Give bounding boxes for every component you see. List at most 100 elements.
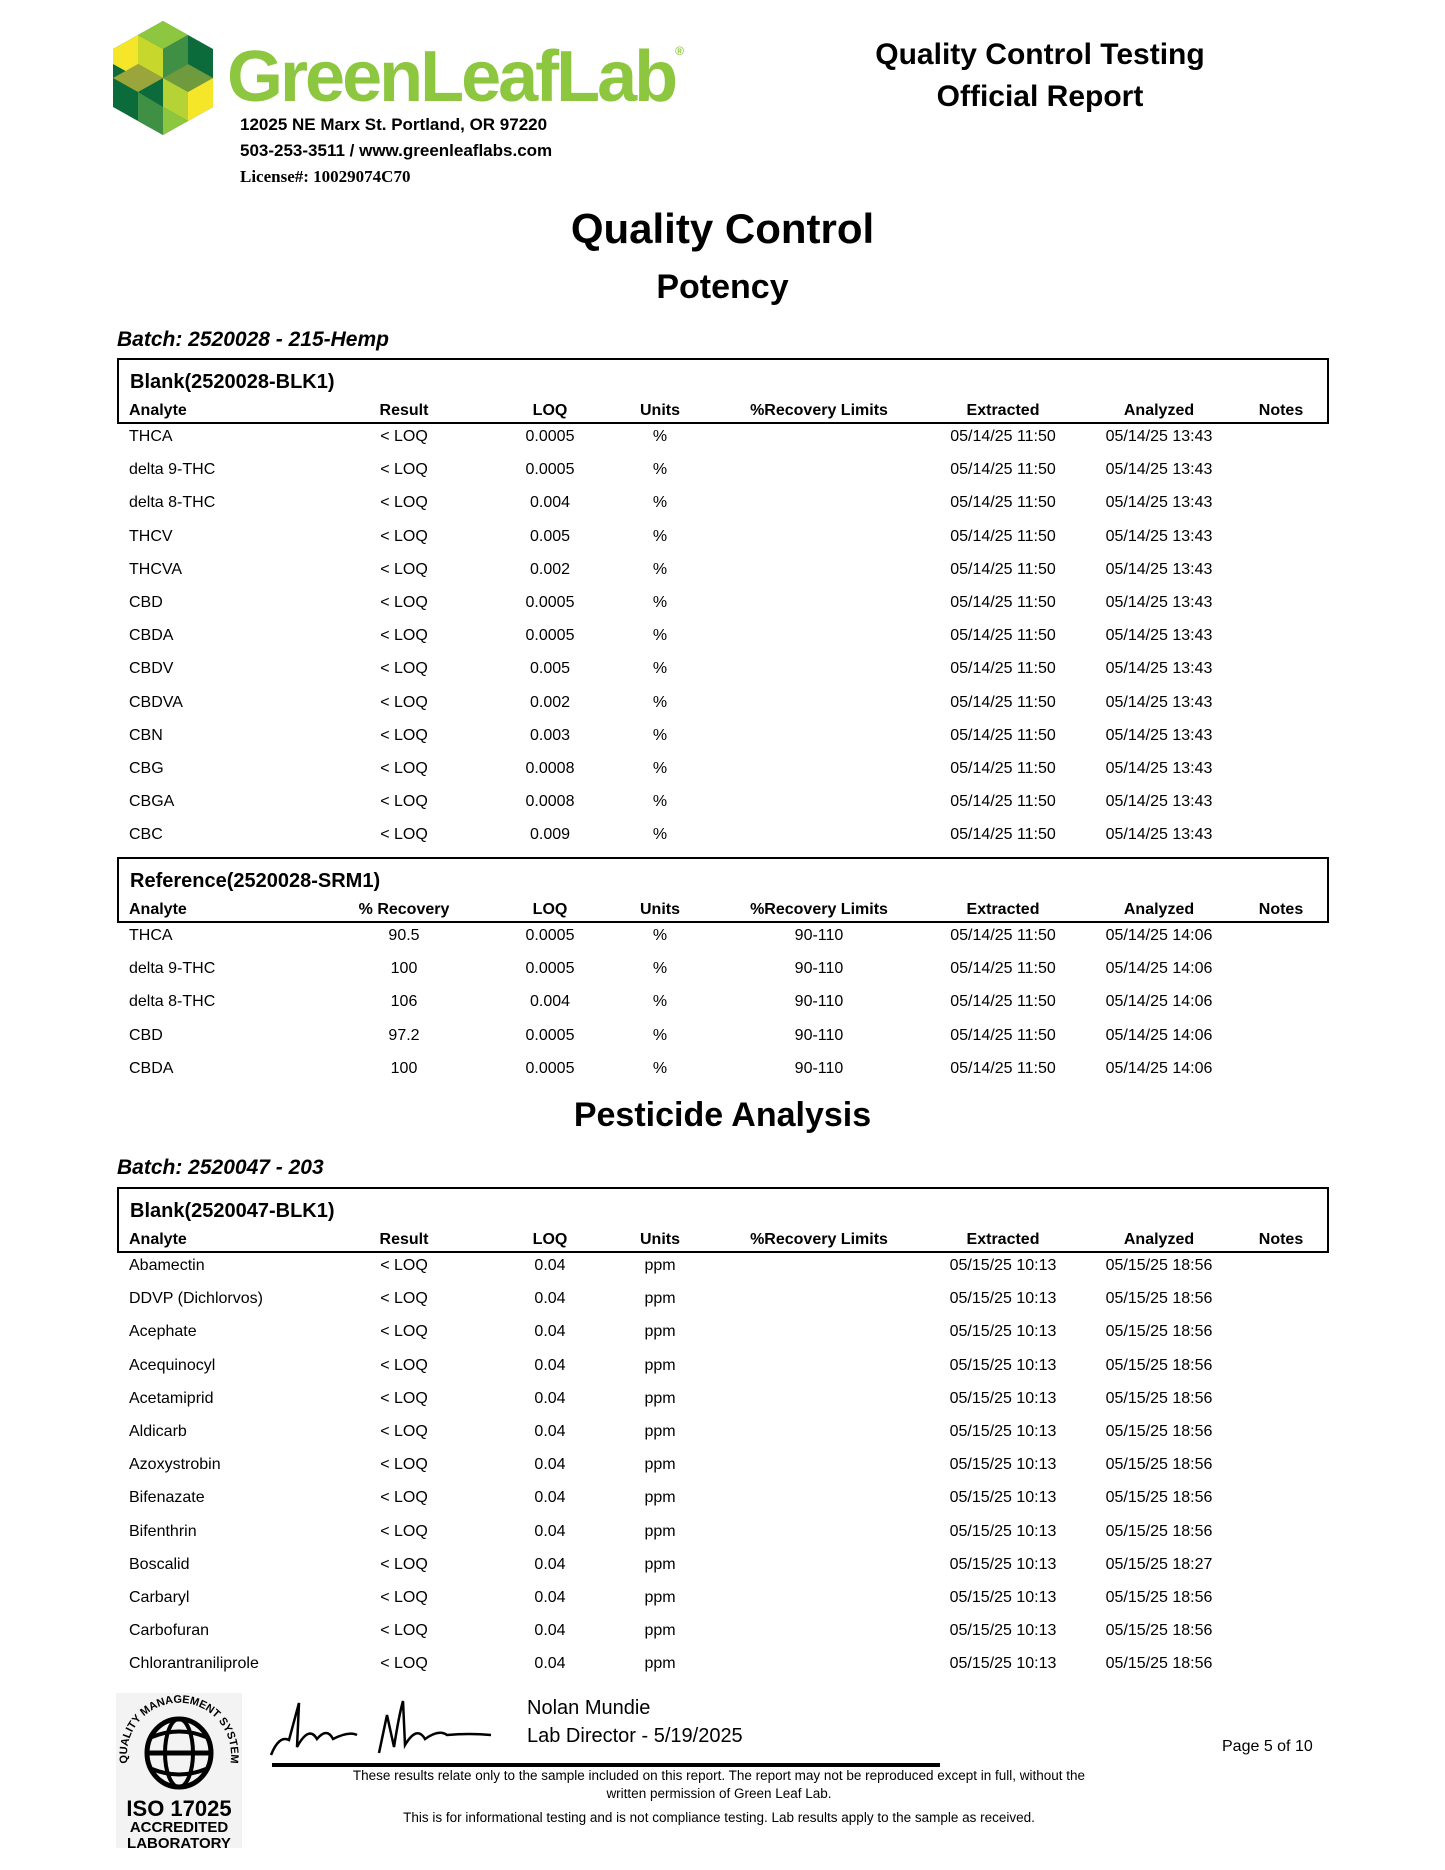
potency-blank-table-row: CBN < LOQ 0.003% 05/14/25 11:50 05/14/25 13:…: [117, 727, 1329, 747]
column-header: Units: [640, 402, 680, 419]
potency-reference-table-row: CBDA 100 0.0005% 90-110 05/14/25 11:50 05/14/…: [117, 1060, 1329, 1080]
table-cell: < LOQ: [380, 760, 428, 777]
table-cell: 0.04: [534, 1356, 566, 1374]
table-cell: 05/14/25 11:50: [950, 527, 1056, 545]
table-cell: %: [652, 960, 668, 978]
potency-heading: Potency: [656, 268, 789, 306]
table-cell: 0.04: [534, 1423, 566, 1440]
column-header: Analyte: [129, 1231, 187, 1248]
table-cell: < LOQ: [380, 527, 428, 545]
table-cell: 05/14/25 11:50: [950, 594, 1056, 611]
table-cell: ppm: [644, 1257, 676, 1274]
pesticide-blank-table-row: Bifenazate < LOQ 0.04 ppm 05/15/25 10:13 05/1…: [117, 1489, 1329, 1509]
table-cell: < LOQ: [380, 1389, 428, 1407]
table-cell: 05/14/25 11:50: [950, 793, 1056, 811]
table-cell: 05/14/25 11:50: [950, 428, 1056, 445]
table-cell: ppm: [644, 1356, 676, 1374]
table-cell: 97.2: [388, 1026, 420, 1044]
potency-reference-table-row: THCA 90.5 0.0005% 90-110 05/14/25 11:50 05/14…: [117, 927, 1329, 947]
signer-name: Nolan Mundie: [527, 1697, 651, 1719]
table-cell: 05/14/25 11:50: [950, 461, 1056, 479]
table-cell: 0.0005: [525, 627, 575, 645]
table-cell: 0.002: [529, 693, 571, 711]
table-cell: 05/15/25 10:13: [949, 1555, 1057, 1573]
table-cell: < LOQ: [380, 793, 428, 811]
lab-license: License#: 10029074C70: [240, 167, 411, 186]
table-cell: Abamectin: [129, 1257, 205, 1274]
column-header: LOQ: [532, 402, 568, 419]
lab-contact: 503-253-3511 / www.greenleaflabs.com: [240, 141, 553, 160]
table-cell: CBN: [129, 726, 163, 744]
column-header: Units: [640, 901, 680, 918]
potency-reference-table-title: Reference(2520028-SRM1): [130, 870, 381, 892]
table-cell: 05/15/25 10:13: [949, 1389, 1057, 1407]
table-cell: Bifenthrin: [129, 1522, 197, 1540]
potency-batch: Batch: 2520028 - 215-Hemp: [117, 328, 389, 351]
table-cell: 100: [390, 1059, 418, 1077]
column-header: Analyte: [129, 901, 187, 918]
table-cell: %: [652, 461, 668, 479]
table-cell: 05/15/25 10:13: [949, 1522, 1057, 1540]
potency-reference-header-rule: [117, 921, 1329, 923]
table-cell: %: [652, 594, 668, 611]
table-cell: < LOQ: [380, 726, 428, 744]
table-cell: 0.004: [529, 993, 571, 1011]
pesticide-batch: Batch: 2520047 - 203: [117, 1156, 324, 1179]
disclaimer-line2: written permission of Green Leaf Lab.: [606, 1786, 832, 1801]
pesticide-blank-table-row: Azoxystrobin < LOQ 0.04 ppm 05/15/25 10:13 05…: [117, 1456, 1329, 1476]
table-cell: 90-110: [794, 993, 844, 1011]
potency-blank-table-header: Analyte Result LOQ Units %Recovery Limits Ext…: [117, 402, 1329, 422]
table-cell: delta 8-THC: [129, 494, 216, 512]
pesticide-blank-table-row: Carbaryl < LOQ 0.04 ppm 05/15/25 10:13 05/15/…: [117, 1589, 1329, 1609]
table-cell: 05/14/25 14:06: [1105, 927, 1213, 944]
table-cell: delta 9-THC: [129, 461, 216, 479]
table-cell: 0.0008: [525, 793, 575, 811]
table-cell: CBG: [129, 760, 164, 777]
table-cell: 0.0005: [525, 428, 575, 445]
table-cell: 05/14/25 11:50: [950, 560, 1056, 578]
table-cell: 0.0005: [525, 927, 575, 944]
table-cell: %: [652, 693, 668, 711]
table-cell: %: [652, 627, 668, 645]
table-cell: 05/14/25 13:43: [1105, 726, 1213, 744]
table-cell: 0.0005: [525, 960, 575, 978]
column-header: Extracted: [966, 1231, 1040, 1248]
table-cell: < LOQ: [380, 627, 428, 645]
potency-blank-table-row: delta 9-THC < LOQ 0.0005% 05/14/25 11:50 05/…: [117, 461, 1329, 481]
table-cell: 0.04: [534, 1389, 566, 1407]
pesticide-blank-table-row: Chlorantraniliprole < LOQ 0.04 ppm 05/15/25 …: [117, 1655, 1329, 1675]
table-cell: < LOQ: [380, 461, 428, 479]
table-cell: 0.0008: [525, 760, 575, 777]
column-header: Notes: [1258, 402, 1304, 419]
pesticide-blank-table-box: [117, 1187, 1329, 1252]
table-cell: < LOQ: [380, 1356, 428, 1374]
table-cell: %: [652, 660, 668, 678]
table-cell: 05/14/25 11:50: [950, 726, 1056, 744]
table-cell: 05/15/25 10:13: [949, 1655, 1057, 1673]
table-cell: 05/15/25 10:13: [949, 1423, 1057, 1440]
page-title: Quality Control: [570, 205, 875, 252]
table-cell: 90-110: [794, 927, 844, 944]
table-cell: 05/14/25 11:50: [950, 993, 1056, 1011]
potency-reference-table-row: delta 8-THC 106 0.004% 90-110 05/14/25 11:50…: [117, 993, 1329, 1013]
table-cell: THCA: [129, 927, 173, 944]
potency-blank-table-row: CBD < LOQ 0.0005% 05/14/25 11:50 05/14/25 13…: [117, 594, 1329, 614]
table-cell: 05/15/25 10:13: [949, 1356, 1057, 1374]
table-cell: CBD: [129, 594, 163, 611]
table-cell: %: [652, 993, 668, 1011]
table-cell: < LOQ: [380, 1589, 428, 1606]
table-cell: 0.04: [534, 1622, 566, 1640]
table-cell: 0.005: [529, 527, 571, 545]
table-cell: ppm: [644, 1489, 676, 1507]
table-cell: CBDVA: [129, 693, 183, 711]
table-cell: 0.04: [534, 1589, 566, 1606]
table-cell: %: [652, 1026, 668, 1044]
table-cell: 05/15/25 10:13: [949, 1257, 1057, 1274]
table-cell: THCVA: [129, 560, 183, 578]
table-cell: Carbofuran: [129, 1622, 210, 1640]
table-cell: 05/14/25 13:43: [1105, 494, 1213, 512]
column-header: Analyzed: [1123, 901, 1195, 918]
table-cell: 05/15/25 18:56: [1105, 1290, 1213, 1308]
column-header: Result: [379, 402, 429, 419]
table-cell: ppm: [644, 1323, 676, 1341]
